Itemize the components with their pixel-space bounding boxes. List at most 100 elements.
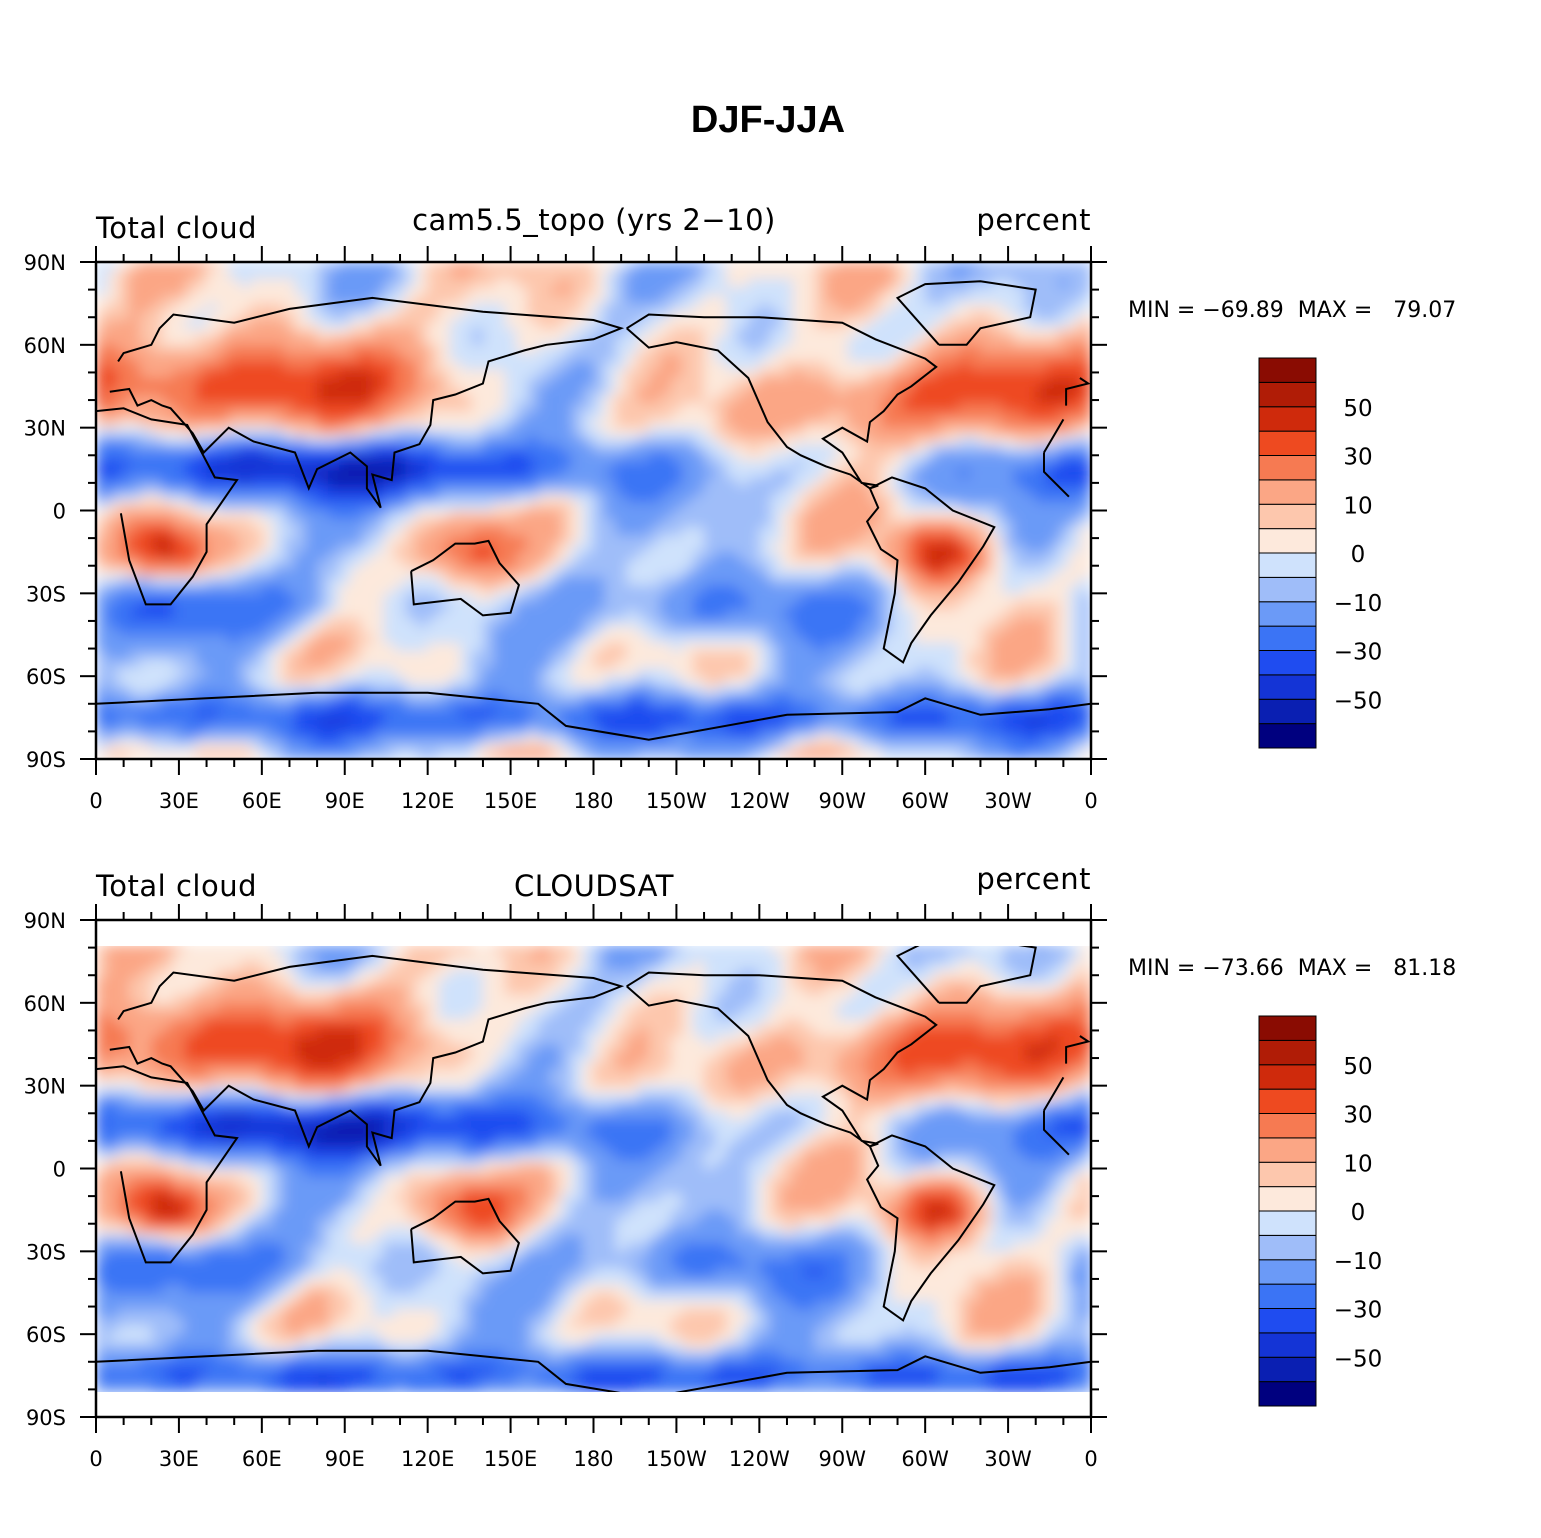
contour-cell (516, 510, 528, 520)
contour-cell (1057, 527, 1070, 536)
contour-cell (239, 551, 252, 561)
contour-cell (162, 551, 174, 561)
contour-cell (869, 394, 882, 404)
contour-cell (1046, 286, 1059, 296)
contour-cell (427, 518, 440, 528)
contour-cell (748, 319, 760, 329)
contour-cell (914, 477, 926, 487)
contour-cell (1002, 394, 1015, 404)
contour-cell (980, 319, 993, 329)
contour-cell (482, 344, 495, 354)
contour-cell (615, 709, 628, 719)
contour-cell (1013, 676, 1026, 686)
contour-cell (516, 319, 528, 329)
contour-cell (1035, 427, 1048, 437)
contour-cell (372, 469, 385, 478)
contour-cell (892, 411, 904, 420)
contour-cell (151, 262, 163, 271)
contour-cell (914, 609, 926, 619)
contour-cell (704, 510, 716, 520)
contour-cell (283, 543, 296, 553)
contour-cell (704, 667, 716, 677)
contour-cell (372, 585, 385, 594)
contour-cell (582, 618, 595, 628)
contour-cell (438, 485, 451, 495)
contour-cell (869, 593, 882, 603)
contour-cell (648, 493, 661, 503)
contour-cell (947, 701, 959, 710)
contour-cell (317, 667, 329, 677)
contour-cell (582, 709, 595, 719)
contour-cell (449, 477, 462, 487)
contour-cell (460, 452, 473, 462)
contour-cell (416, 634, 429, 644)
contour-cell (1002, 618, 1015, 628)
contour-cell (527, 270, 539, 280)
contour-cell (914, 667, 926, 677)
contour-cell (726, 328, 738, 338)
contour-cell (494, 328, 506, 338)
contour-cell (118, 278, 130, 288)
contour-cell (615, 328, 628, 338)
contour-cell (604, 585, 617, 594)
contour-cell (704, 551, 716, 561)
contour-cell (505, 601, 517, 611)
contour-cell (869, 643, 882, 652)
contour-cell (306, 717, 318, 727)
contour-cell (118, 543, 130, 553)
contour-cell (527, 634, 539, 644)
contour-cell (903, 493, 915, 503)
contour-cell (1079, 477, 1091, 487)
contour-cell (1013, 394, 1026, 404)
contour-cell (416, 601, 429, 611)
contour-cell (836, 601, 849, 611)
contour-cell (936, 485, 948, 495)
contour-cell (217, 560, 230, 570)
contour-cell (991, 377, 1004, 387)
contour-cell (405, 286, 418, 296)
contour-cell (792, 618, 805, 628)
contour-cell (471, 601, 484, 611)
contour-cell (626, 386, 639, 396)
contour-cell (914, 427, 926, 437)
contour-cell (295, 510, 307, 520)
contour-cell (184, 452, 197, 462)
contour-cell (427, 593, 440, 603)
contour-cell (228, 667, 241, 677)
contour-cell (737, 493, 749, 503)
contour-cell (947, 319, 959, 329)
contour-cell (107, 701, 119, 710)
contour-cell (792, 518, 805, 528)
contour-cell (482, 568, 495, 578)
contour-cell (1046, 361, 1059, 371)
contour-cell (505, 634, 517, 644)
contour-cell (1024, 551, 1037, 561)
contour-cell (283, 493, 296, 503)
contour-cell (903, 394, 915, 404)
contour-cell (427, 684, 440, 694)
contour-cell (770, 336, 783, 346)
contour-cell (516, 609, 528, 619)
contour-cell (195, 626, 208, 636)
contour-cell (195, 344, 208, 354)
contour-cell (151, 543, 163, 553)
contour-cell (648, 328, 661, 338)
contour-cell (936, 311, 948, 321)
contour-cell (195, 551, 208, 561)
contour-cell (494, 344, 506, 354)
contour-cell (880, 452, 893, 462)
contour-cell (847, 485, 860, 495)
contour-cell (394, 593, 407, 603)
contour-cell (405, 543, 418, 553)
contour-cell (914, 485, 926, 495)
contour-cell (637, 311, 650, 321)
contour-cell (582, 659, 595, 669)
contour-cell (615, 676, 628, 686)
contour-cell (925, 626, 937, 636)
contour-cell (195, 535, 208, 545)
contour-cell (250, 477, 263, 487)
contour-cell (947, 535, 959, 545)
contour-cell (206, 386, 219, 396)
contour-cell (759, 576, 771, 586)
contour-cell (482, 593, 495, 603)
